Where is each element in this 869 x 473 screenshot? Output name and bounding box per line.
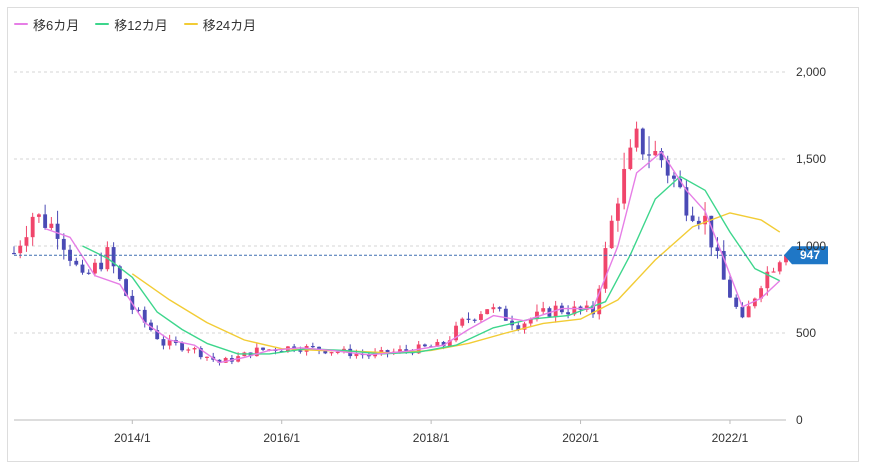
y-tick-label: 500: [796, 326, 816, 340]
sma12-line: [82, 175, 781, 355]
candlestick: [684, 179, 689, 222]
y-tick-label: 1,000: [796, 239, 826, 253]
chart-frame: [7, 7, 859, 462]
candlestick: [672, 171, 676, 188]
candlestick: [628, 139, 633, 171]
y-tick-label: 0: [796, 413, 803, 427]
candlestick: [36, 213, 41, 223]
candlestick: [30, 212, 35, 246]
candlestick: [634, 121, 639, 152]
candlestick: [192, 346, 197, 354]
candlesticks: [12, 121, 788, 366]
candlestick: [329, 351, 334, 356]
legend-item-sma12[interactable]: 移12カ月: [95, 15, 168, 34]
candlestick: [167, 334, 172, 350]
candlestick: [777, 260, 782, 275]
legend-swatch-sma24: [183, 23, 198, 25]
candlestick: [703, 202, 707, 235]
legend-label-sma6: 移6カ月: [33, 17, 80, 33]
candlestick: [497, 306, 502, 312]
candlestick: [366, 352, 371, 359]
candlestick: [771, 267, 776, 273]
candlestick: [503, 305, 508, 321]
candlestick: [472, 318, 477, 323]
candlestick: [74, 257, 79, 267]
legend-label-sma24: 移24カ月: [202, 17, 257, 33]
current-price-label: 947: [800, 248, 820, 262]
candlestick: [696, 216, 701, 230]
legend-swatch-sma12: [95, 23, 110, 25]
candlestick: [142, 306, 147, 328]
legend-item-sma24[interactable]: 移24カ月: [183, 15, 257, 34]
sma6-line: [44, 151, 781, 364]
candlestick: [161, 334, 166, 350]
candlestick: [310, 342, 315, 348]
candlestick: [541, 301, 546, 315]
candlestick: [111, 242, 116, 274]
candlestick: [49, 217, 54, 230]
y-tick-label: 2,000: [796, 65, 826, 79]
candlestick: [55, 210, 60, 250]
x-tick-label: 2014/1: [114, 431, 151, 445]
candlestick: [479, 311, 483, 324]
candlestick: [615, 197, 620, 232]
candlestick: [24, 225, 29, 252]
grid-lines: [14, 71, 786, 421]
candlestick: [640, 127, 645, 160]
x-tick-label: 2022/1: [712, 431, 749, 445]
candlestick: [198, 346, 203, 360]
candlestick: [205, 356, 209, 361]
candlestick: [422, 343, 427, 348]
candlestick: [491, 303, 496, 313]
candlestick: [485, 308, 490, 315]
candlestick: [765, 266, 770, 296]
sma24-line: [131, 212, 781, 354]
candlestick: [752, 297, 757, 309]
candlestick: [460, 317, 465, 328]
candlestick: [61, 233, 66, 260]
candlestick: [466, 312, 471, 324]
candlestick: [591, 301, 595, 318]
candlestick: [728, 273, 732, 299]
candlestick: [709, 215, 714, 257]
candlestick: [86, 269, 91, 275]
candlestick: [43, 204, 48, 230]
candlestick: [597, 285, 602, 320]
x-tick-label: 2016/1: [263, 431, 300, 445]
candlestick: [659, 148, 664, 168]
candlestick: [609, 215, 614, 249]
candlestick: [740, 302, 745, 319]
candlestick: [603, 241, 608, 293]
legend-label-sma12: 移12カ月: [114, 17, 168, 33]
candlestick: [80, 259, 85, 275]
candlestick: [653, 140, 658, 157]
y-tick-label: 1,500: [796, 152, 826, 166]
candlestick: [454, 321, 458, 343]
candlestick: [155, 325, 160, 340]
legend-item-sma6[interactable]: 移6カ月: [14, 15, 79, 34]
candlestick: [93, 258, 97, 277]
candlestick: [261, 347, 265, 352]
candlestick: [734, 294, 739, 309]
candlestick: [759, 285, 764, 303]
candlestick: [622, 152, 627, 210]
candlestick: [690, 206, 695, 223]
candlestick: [584, 300, 589, 313]
x-tick-label: 2018/1: [413, 431, 450, 445]
current-price-marker: 947: [14, 246, 828, 265]
chart-legend: 移6カ月 移12カ月 移24カ月: [14, 14, 256, 34]
candlestick: [186, 347, 191, 354]
axis-labels: 0 500 1,000 1,500 2,000 2014/1 2016/1 2018/1 202…: [114, 65, 826, 445]
moving-averages: [44, 151, 781, 364]
legend-swatch-sma6: [14, 23, 28, 25]
current-price-badge: [784, 246, 828, 265]
candlestick: [12, 246, 16, 255]
x-tick-label: 2020/1: [562, 431, 599, 445]
